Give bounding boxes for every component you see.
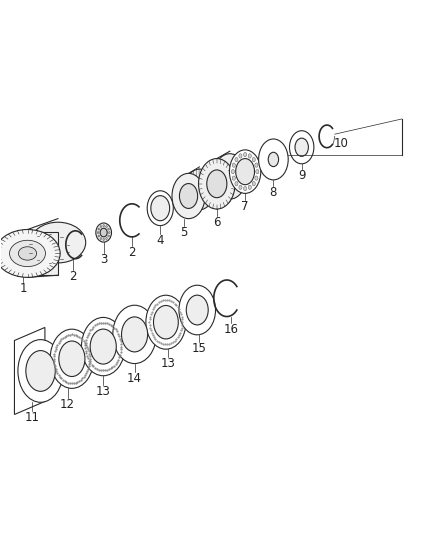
Text: 6: 6 bbox=[213, 216, 221, 229]
Ellipse shape bbox=[153, 305, 178, 339]
Text: 5: 5 bbox=[180, 227, 188, 239]
Ellipse shape bbox=[252, 157, 255, 162]
Ellipse shape bbox=[239, 154, 242, 158]
Ellipse shape bbox=[248, 154, 251, 158]
Ellipse shape bbox=[172, 173, 205, 219]
Text: 13: 13 bbox=[161, 357, 176, 370]
Ellipse shape bbox=[98, 235, 99, 237]
Ellipse shape bbox=[231, 169, 234, 174]
Text: 7: 7 bbox=[241, 200, 249, 213]
Ellipse shape bbox=[113, 305, 156, 364]
Ellipse shape bbox=[255, 163, 258, 167]
Ellipse shape bbox=[256, 169, 259, 174]
Text: 15: 15 bbox=[192, 342, 207, 355]
Text: 10: 10 bbox=[333, 137, 348, 150]
Ellipse shape bbox=[248, 185, 251, 189]
Ellipse shape bbox=[106, 225, 107, 228]
Text: 11: 11 bbox=[25, 411, 39, 424]
Ellipse shape bbox=[258, 139, 288, 180]
Ellipse shape bbox=[213, 154, 246, 199]
Ellipse shape bbox=[230, 150, 261, 193]
Ellipse shape bbox=[151, 196, 170, 221]
Ellipse shape bbox=[96, 223, 112, 242]
Ellipse shape bbox=[98, 228, 99, 230]
Ellipse shape bbox=[26, 351, 55, 391]
Ellipse shape bbox=[100, 225, 102, 228]
Ellipse shape bbox=[232, 163, 235, 167]
Ellipse shape bbox=[207, 170, 227, 198]
Ellipse shape bbox=[290, 131, 314, 164]
Text: 4: 4 bbox=[156, 235, 164, 247]
Ellipse shape bbox=[10, 240, 46, 266]
Text: 8: 8 bbox=[270, 185, 277, 199]
Ellipse shape bbox=[0, 230, 60, 277]
Text: 2: 2 bbox=[128, 246, 136, 260]
Text: 1: 1 bbox=[19, 282, 27, 295]
Ellipse shape bbox=[100, 238, 102, 239]
Ellipse shape bbox=[179, 285, 215, 335]
Text: 9: 9 bbox=[298, 169, 305, 182]
Text: 14: 14 bbox=[127, 372, 142, 385]
Ellipse shape bbox=[244, 152, 247, 157]
Ellipse shape bbox=[244, 187, 247, 191]
Text: 16: 16 bbox=[224, 322, 239, 336]
Ellipse shape bbox=[295, 138, 308, 156]
Ellipse shape bbox=[18, 340, 63, 402]
Ellipse shape bbox=[235, 157, 238, 162]
Ellipse shape bbox=[59, 341, 85, 376]
Ellipse shape bbox=[121, 317, 148, 352]
Ellipse shape bbox=[180, 183, 198, 208]
Ellipse shape bbox=[90, 329, 116, 364]
Ellipse shape bbox=[255, 176, 258, 180]
Ellipse shape bbox=[235, 181, 238, 186]
Ellipse shape bbox=[198, 158, 235, 209]
Ellipse shape bbox=[268, 152, 279, 167]
Ellipse shape bbox=[106, 238, 107, 239]
Ellipse shape bbox=[108, 235, 110, 237]
Ellipse shape bbox=[109, 232, 110, 233]
Ellipse shape bbox=[147, 191, 173, 225]
Text: 2: 2 bbox=[70, 270, 77, 282]
Ellipse shape bbox=[18, 247, 37, 260]
Ellipse shape bbox=[100, 228, 107, 237]
Ellipse shape bbox=[252, 181, 255, 186]
Ellipse shape bbox=[30, 222, 86, 263]
Ellipse shape bbox=[81, 318, 125, 376]
Ellipse shape bbox=[97, 232, 99, 233]
Text: 3: 3 bbox=[100, 253, 107, 266]
Ellipse shape bbox=[103, 225, 104, 227]
Text: 13: 13 bbox=[96, 385, 111, 398]
Ellipse shape bbox=[239, 185, 242, 189]
Ellipse shape bbox=[108, 228, 110, 230]
Text: 12: 12 bbox=[60, 398, 75, 411]
Ellipse shape bbox=[186, 295, 208, 325]
Ellipse shape bbox=[184, 169, 214, 210]
Ellipse shape bbox=[103, 238, 104, 240]
FancyBboxPatch shape bbox=[28, 232, 58, 275]
Ellipse shape bbox=[146, 295, 186, 349]
Ellipse shape bbox=[232, 176, 235, 180]
Ellipse shape bbox=[50, 329, 94, 389]
Ellipse shape bbox=[236, 158, 254, 184]
